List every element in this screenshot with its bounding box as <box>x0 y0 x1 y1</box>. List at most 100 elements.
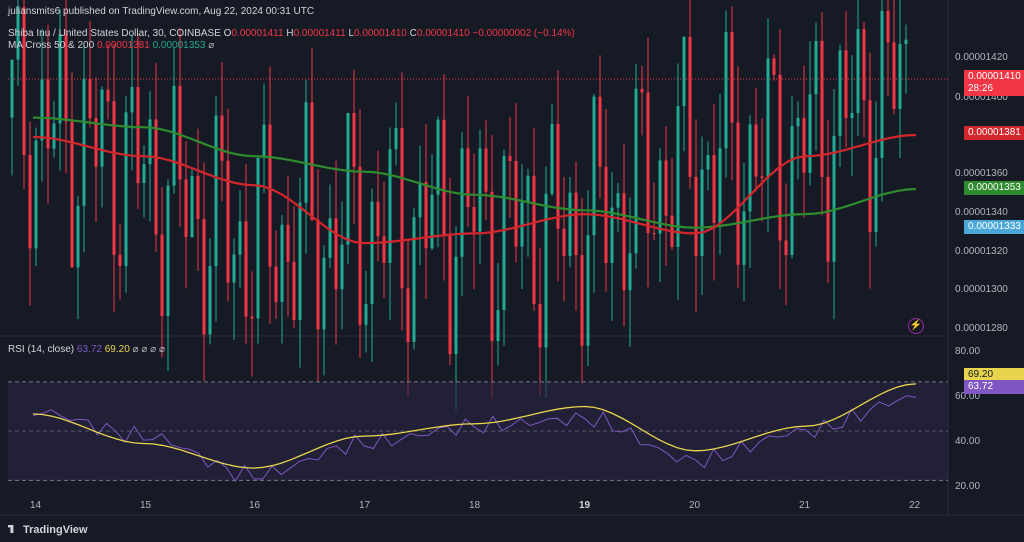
candle-body <box>304 102 308 203</box>
candle-body <box>820 40 824 177</box>
rsi-legend[interactable]: RSI (14, close) 63.72 69.20 ⌀ ⌀ ⌀ ⌀ <box>8 344 165 355</box>
candle-body <box>466 148 470 207</box>
rsi-ma-badge: 69.20 <box>964 368 1024 382</box>
rsi-line <box>32 395 917 483</box>
candle-body <box>412 217 416 342</box>
candle-body <box>808 94 812 173</box>
rsi-hidden-icons[interactable]: ⌀ ⌀ ⌀ ⌀ <box>132 344 165 355</box>
candle-body <box>544 193 548 348</box>
candle-body <box>784 240 788 256</box>
countdown-badge: 28:26 <box>964 82 1024 96</box>
candle-body <box>748 124 752 212</box>
candle-body <box>202 218 206 335</box>
candle-body <box>298 202 302 321</box>
change-value: −0.00000002 (−0.14%) <box>472 28 575 39</box>
candle-body <box>502 155 506 311</box>
candle-body <box>286 224 290 262</box>
candle-body <box>454 256 458 355</box>
rsi-ma-value: 69.20 <box>104 344 130 355</box>
candle-body <box>208 266 212 335</box>
price-tick: 0.00001340 <box>955 207 1008 218</box>
price-tick: 0.00001360 <box>955 168 1008 179</box>
candle-body <box>196 175 200 219</box>
candle-body <box>490 191 494 342</box>
date-tick: 22 <box>909 500 921 511</box>
candle-body <box>268 124 272 267</box>
tradingview-logo[interactable]: TradingView <box>8 524 88 536</box>
date-tick: 16 <box>249 500 261 511</box>
candle-body <box>688 36 692 177</box>
cross-badge: 0.00001333 <box>964 220 1024 234</box>
candle-body <box>88 78 92 119</box>
candle-body <box>436 119 440 195</box>
candle-body <box>376 201 380 237</box>
ma-legend[interactable]: MA Cross 50 & 200 0.00001381 0.00001353 … <box>8 40 214 51</box>
candle-body <box>142 164 146 184</box>
candle-body <box>484 148 488 192</box>
close-value: 0.00001410 <box>416 28 470 39</box>
candle-body <box>226 160 230 283</box>
symbol-legend: Shiba Inu / United States Dollar, 30, CO… <box>8 28 575 39</box>
open-value: 0.00001411 <box>231 28 284 39</box>
date-tick: 17 <box>359 500 371 511</box>
candle-body <box>736 122 740 265</box>
candle-body <box>496 310 500 342</box>
candle-body <box>760 176 764 179</box>
candle-body <box>904 39 908 45</box>
candle-body <box>400 128 404 289</box>
candle-body <box>82 78 86 206</box>
candle-body <box>604 166 608 263</box>
candle-body <box>346 113 350 245</box>
candle-body <box>862 29 866 101</box>
candle-body <box>826 176 830 262</box>
candle-body <box>532 175 536 305</box>
candle-body <box>430 194 434 249</box>
candle-body <box>292 261 296 321</box>
candle-body <box>892 42 896 109</box>
candle-body <box>418 182 422 218</box>
price-tick: 0.00001400 <box>955 92 1008 103</box>
candle-body <box>694 176 698 257</box>
candle-body <box>448 234 452 355</box>
candle-body <box>658 160 662 234</box>
candle-body <box>274 266 278 302</box>
candle-body <box>742 211 746 265</box>
candle-body <box>790 126 794 256</box>
candle-body <box>526 175 530 203</box>
date-tick: 19 <box>579 500 591 511</box>
ma-50-line <box>32 133 917 245</box>
candle-body <box>178 85 182 180</box>
candle-body <box>64 34 68 122</box>
candle-body <box>328 218 332 258</box>
date-tick: 20 <box>689 500 701 511</box>
candle-body <box>766 58 770 179</box>
candle-body <box>40 79 44 141</box>
lightning-icon[interactable]: ⚡ <box>908 318 924 334</box>
candle-body <box>166 185 170 317</box>
rsi-badge: 63.72 <box>964 380 1024 394</box>
low-label: L <box>348 28 354 39</box>
date-tick: 21 <box>799 500 811 511</box>
candle-body <box>70 121 74 268</box>
candle-body <box>112 101 116 255</box>
hide-icon[interactable]: ⌀ <box>208 40 215 51</box>
candle-body <box>616 193 620 208</box>
candle-body <box>358 166 362 325</box>
candle-body <box>868 100 872 233</box>
candle-body <box>106 89 110 102</box>
candle-body <box>232 254 236 283</box>
rsi-name: RSI (14, close) <box>8 344 75 355</box>
candle-body <box>322 257 326 330</box>
candle-body <box>460 148 464 257</box>
candle-body <box>580 255 584 346</box>
candle-body <box>754 124 758 177</box>
candle-body <box>538 304 542 348</box>
candle-body <box>640 88 644 93</box>
candle-body <box>136 87 140 184</box>
ma-fast-value: 0.00001381 <box>96 40 150 51</box>
candle-body <box>130 87 134 113</box>
candle-body <box>724 32 728 149</box>
candle-body <box>706 155 710 170</box>
candle-body <box>598 96 602 167</box>
